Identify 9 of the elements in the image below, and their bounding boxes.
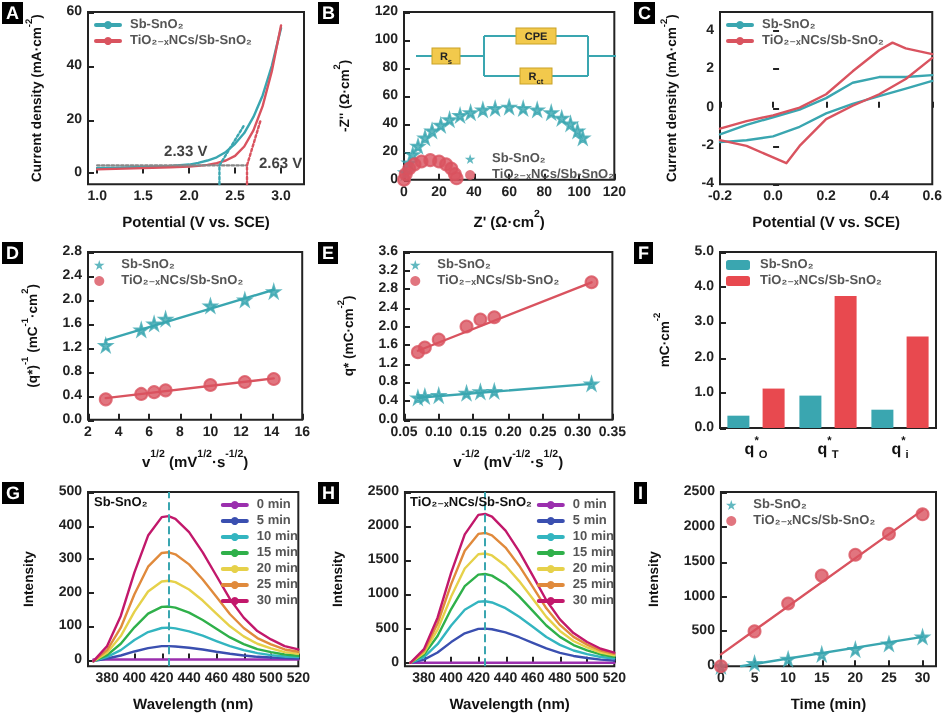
chart-title: D [6,243,20,263]
chart-title: C [638,3,652,23]
chart-title: E [322,243,335,263]
chart-title: F [638,243,650,263]
chart-title: A [6,3,20,23]
chart-title: G [6,483,21,503]
chart-title: I [638,483,644,503]
chart-title: H [322,483,335,503]
chart-title: B [322,3,336,23]
